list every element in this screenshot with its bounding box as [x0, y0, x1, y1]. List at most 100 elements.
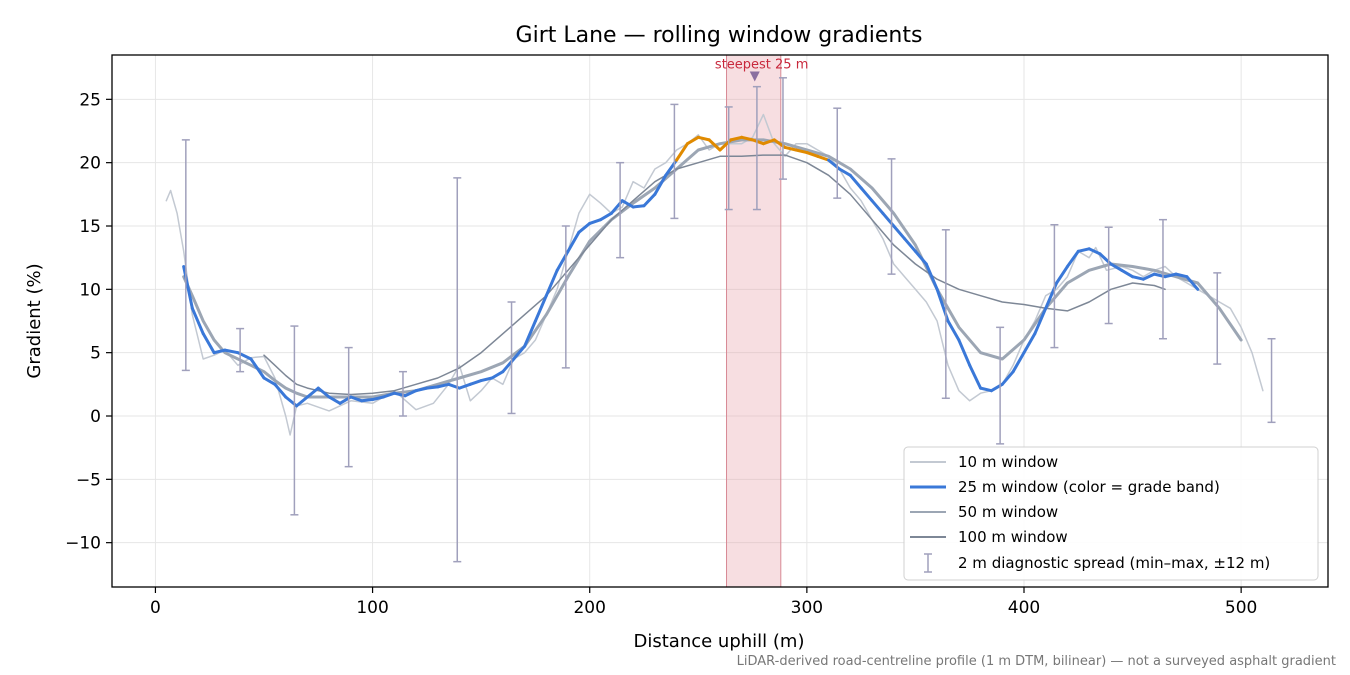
error-bar [236, 327, 245, 373]
y-tick-label: 10 [79, 280, 101, 300]
series-25m-segment [729, 135, 744, 142]
legend-box [903, 446, 1319, 581]
series-25m-segment [761, 138, 776, 146]
series-25m-segment [1033, 306, 1048, 336]
series-25m-segment [946, 319, 961, 342]
y-tick-label: 15 [79, 217, 101, 237]
series-lines [165, 113, 1264, 436]
error-bar [616, 161, 625, 259]
series-25m-segment [848, 173, 863, 190]
error-bar [941, 229, 950, 400]
series-25m-segment [305, 386, 320, 399]
y-axis-title: Gradient (%) [24, 263, 45, 378]
error-bar [344, 346, 353, 468]
series-25m-segment [533, 294, 548, 323]
y-tick-label: −5 [76, 470, 101, 490]
series-25m-segment [566, 230, 581, 253]
series-25m-segment [403, 389, 418, 398]
series-25m-segment [1185, 275, 1200, 291]
series-50m-line [182, 138, 1243, 399]
legend-swatch-errorbar [924, 553, 932, 573]
x-axis-title: Distance uphill (m) [634, 631, 805, 652]
y-tick-label: 20 [79, 154, 101, 174]
series-25m-segment [490, 370, 505, 380]
series-25m-segment [381, 391, 396, 399]
series-100m-line [263, 154, 1166, 396]
series-25m-segment [1163, 272, 1178, 279]
error-bar [887, 158, 896, 275]
series-25m-segment [870, 199, 885, 215]
series-25m-segment [957, 338, 972, 367]
series-25m-segment [414, 386, 429, 393]
error-bar [1104, 226, 1113, 325]
series-25m-segment [1141, 272, 1156, 281]
series-25m-segment [273, 382, 288, 399]
series-25m-segment [805, 151, 820, 158]
error-bar [833, 107, 842, 199]
legend-label-50m: 50 m window [958, 503, 1058, 521]
error-bar [561, 225, 570, 369]
series-25m-segment [1109, 262, 1124, 272]
error-bar [507, 301, 516, 415]
series-25m-segment [892, 224, 907, 241]
steepest-marker [749, 71, 760, 82]
series-25m-segment [262, 376, 277, 386]
diagnostic-error-bars [181, 77, 1276, 563]
grid-lines [112, 55, 1328, 587]
series-25m-segment [249, 357, 266, 380]
series-25m-segment [425, 385, 440, 390]
legend-label-25m: 25 m window (color = grade band) [958, 478, 1220, 496]
series-25m-segment [588, 218, 603, 225]
legend: 10 m window 25 m window (color = grade b… [903, 446, 1319, 581]
series-25m-segment [1000, 370, 1015, 386]
series-25m-segment [653, 173, 668, 196]
series-25m-segment [1011, 351, 1026, 374]
legend-label-errorbar: 2 m diagnostic spread (min–max, ±12 m) [958, 554, 1270, 572]
series-25m-segment [1022, 332, 1037, 355]
x-tick-label: 0 [150, 598, 161, 618]
series-25m-segment [523, 319, 537, 348]
series-25m-segment [327, 395, 342, 405]
error-bar [724, 106, 733, 211]
series-25m-segment [924, 262, 939, 291]
series-25m-segment [696, 135, 711, 142]
series-25m-segment [599, 211, 613, 222]
series-25m-segment [631, 204, 646, 209]
y-tick-label: −10 [65, 534, 101, 554]
series-25m-segment [1076, 247, 1091, 253]
series-25m-segment [182, 265, 194, 310]
series-25m-segment [1055, 265, 1069, 285]
series-25m-segment [794, 148, 809, 155]
error-bar [181, 139, 190, 372]
series-25m-segment [577, 221, 592, 234]
error-bar [290, 325, 299, 516]
series-25m-segment [675, 142, 689, 162]
series-25m-segment [223, 348, 240, 355]
error-bar [398, 370, 407, 417]
series-25m-segment [642, 192, 657, 208]
series-25m-segment [201, 332, 216, 355]
series-25m-segment [859, 186, 874, 203]
x-tick-label: 100 [356, 598, 388, 618]
steepest-label: steepest 25 m [715, 58, 808, 73]
series-25m-segment [212, 348, 227, 355]
series-25m-segment [707, 138, 722, 152]
legend-label-10m: 10 m window [958, 453, 1058, 471]
x-tick-label: 500 [1225, 598, 1257, 618]
error-bar [1158, 218, 1167, 340]
error-bar [670, 103, 679, 220]
series-25m-segment [903, 237, 917, 253]
footnote: LiDAR-derived road-centreline profile (1… [737, 654, 1336, 669]
series-25m-segment [1131, 275, 1145, 281]
series-25m-segment [685, 135, 700, 146]
steepest-annotation: steepest 25 m [715, 58, 808, 82]
error-bar [453, 177, 462, 563]
error-bar [996, 326, 1005, 445]
error-bar [1050, 223, 1059, 349]
steepest-window-band [726, 54, 782, 588]
series-25m-segment [837, 167, 852, 177]
series-25m-segment [360, 398, 375, 403]
legend-label-100m: 100 m window [958, 528, 1068, 546]
chart-title: Girt Lane — rolling window gradients [516, 23, 923, 48]
